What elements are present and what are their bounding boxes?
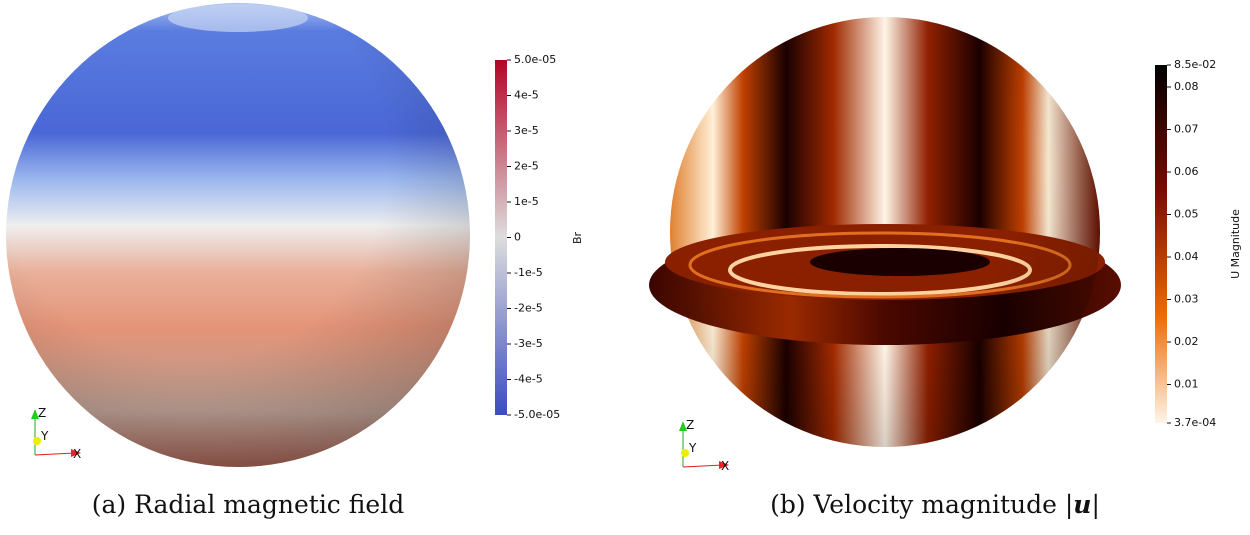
arrow — [31, 409, 39, 419]
caption-text: | — [1091, 490, 1099, 520]
tick-label: 1e-5 — [514, 195, 539, 208]
tick-label: 3.7e-04 — [1174, 416, 1216, 429]
axis-x — [682, 464, 724, 468]
tick-label: 8.5e-02 — [1174, 58, 1216, 71]
caption: (b) Velocity magnitude |u| — [770, 490, 1100, 520]
tick-label: -2e-5 — [514, 302, 543, 315]
axis-x — [34, 452, 76, 456]
arrow — [71, 449, 81, 457]
axis-label: X — [73, 447, 81, 461]
arrow — [679, 421, 687, 431]
colorbar-title: U Magnitude — [1229, 209, 1242, 279]
tick-label: 0.07 — [1174, 123, 1199, 136]
caption-symbol: u — [1073, 490, 1091, 519]
caption: (a) Radial magnetic field — [92, 490, 404, 519]
tick-label: -4e-5 — [514, 373, 543, 386]
axis-label: Z — [686, 418, 694, 432]
colorbar-title: Br — [571, 231, 584, 244]
tick-label: 3e-5 — [514, 124, 539, 137]
tick-label: 0.01 — [1174, 378, 1199, 391]
axis-y — [681, 449, 689, 457]
axis-label: X — [721, 459, 729, 473]
sphere-velocity — [649, 17, 1121, 447]
caption-text: (b) Velocity magnitude | — [770, 490, 1073, 520]
tick-label: 0.03 — [1174, 293, 1199, 306]
tick-label: 0.06 — [1174, 165, 1199, 178]
sphere-br — [6, 3, 470, 467]
tick-label: 0 — [514, 231, 521, 244]
tick-label: 2e-5 — [514, 160, 539, 173]
caption-text: (a) Radial magnetic field — [92, 490, 404, 519]
tick-label: 0.02 — [1174, 335, 1199, 348]
tick-label: 4e-5 — [514, 89, 539, 102]
tick-label: 0.04 — [1174, 250, 1199, 263]
tick-label: 5.0e-05 — [514, 53, 556, 66]
tick-label: -3e-5 — [514, 337, 543, 350]
tick-label: -1e-5 — [514, 266, 543, 279]
axis-y — [33, 437, 41, 445]
tick-label: 0.05 — [1174, 208, 1199, 221]
axis-label: Y — [40, 429, 49, 443]
axis-label: Y — [688, 441, 697, 455]
axis-label: Z — [38, 406, 46, 420]
tick-label: -5.0e-05 — [514, 408, 560, 421]
tick-label: 0.08 — [1174, 80, 1199, 93]
arrow — [719, 461, 729, 469]
colorbar — [1155, 65, 1167, 423]
colorbar — [495, 60, 507, 415]
